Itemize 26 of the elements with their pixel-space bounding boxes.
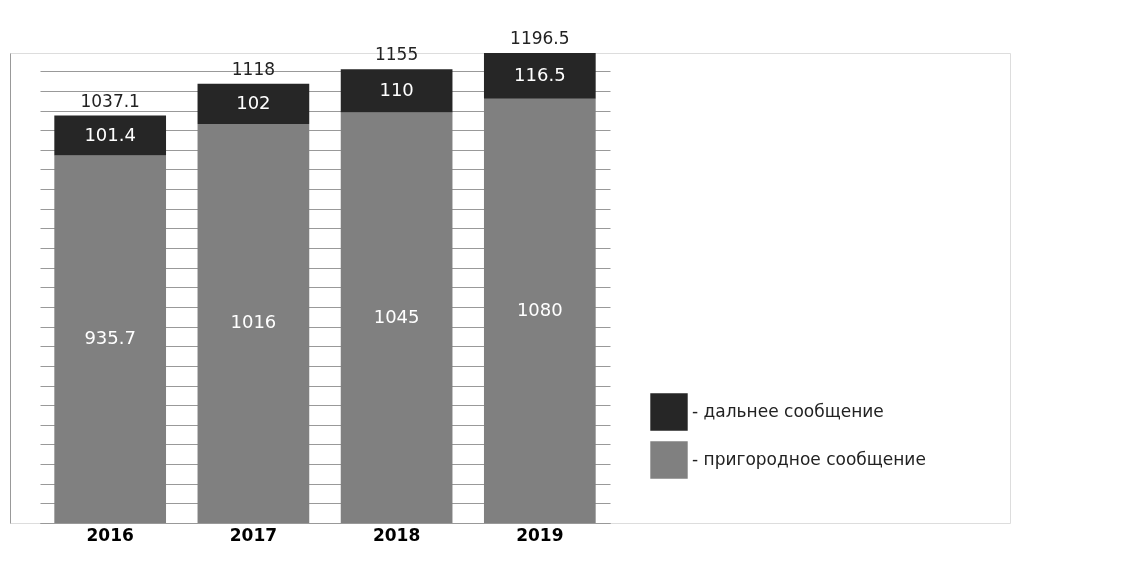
total-label: 1118 (231, 58, 276, 79)
bar (340, 69, 453, 113)
total-label: 1155 (374, 44, 419, 65)
data-label: 935.7 (84, 327, 136, 349)
total-label: 1196.5 (510, 28, 570, 48)
bar (483, 98, 596, 523)
bar (483, 53, 596, 99)
x-tick-label: 2017 (229, 524, 278, 545)
data-label: 110 (379, 78, 414, 100)
data-label: 1080 (516, 298, 563, 320)
data-label: 1045 (373, 305, 420, 327)
bar (340, 112, 453, 523)
data-label: 101.4 (84, 123, 136, 145)
legend-label: - дальнее сообщение (692, 401, 884, 421)
bar (54, 115, 167, 156)
total-label: 1037.1 (80, 90, 140, 111)
x-tick-label: 2019 (516, 524, 564, 545)
bar (54, 155, 167, 523)
x-tick-label: 2018 (372, 524, 421, 545)
bar (197, 123, 310, 523)
data-label: 116.5 (514, 63, 566, 85)
legend-label: - пригородное сообщение (692, 449, 926, 469)
data-label: 1016 (230, 311, 277, 333)
data-label: 102 (236, 91, 271, 113)
x-tick-label: 2016 (86, 524, 134, 545)
bar (197, 83, 310, 124)
